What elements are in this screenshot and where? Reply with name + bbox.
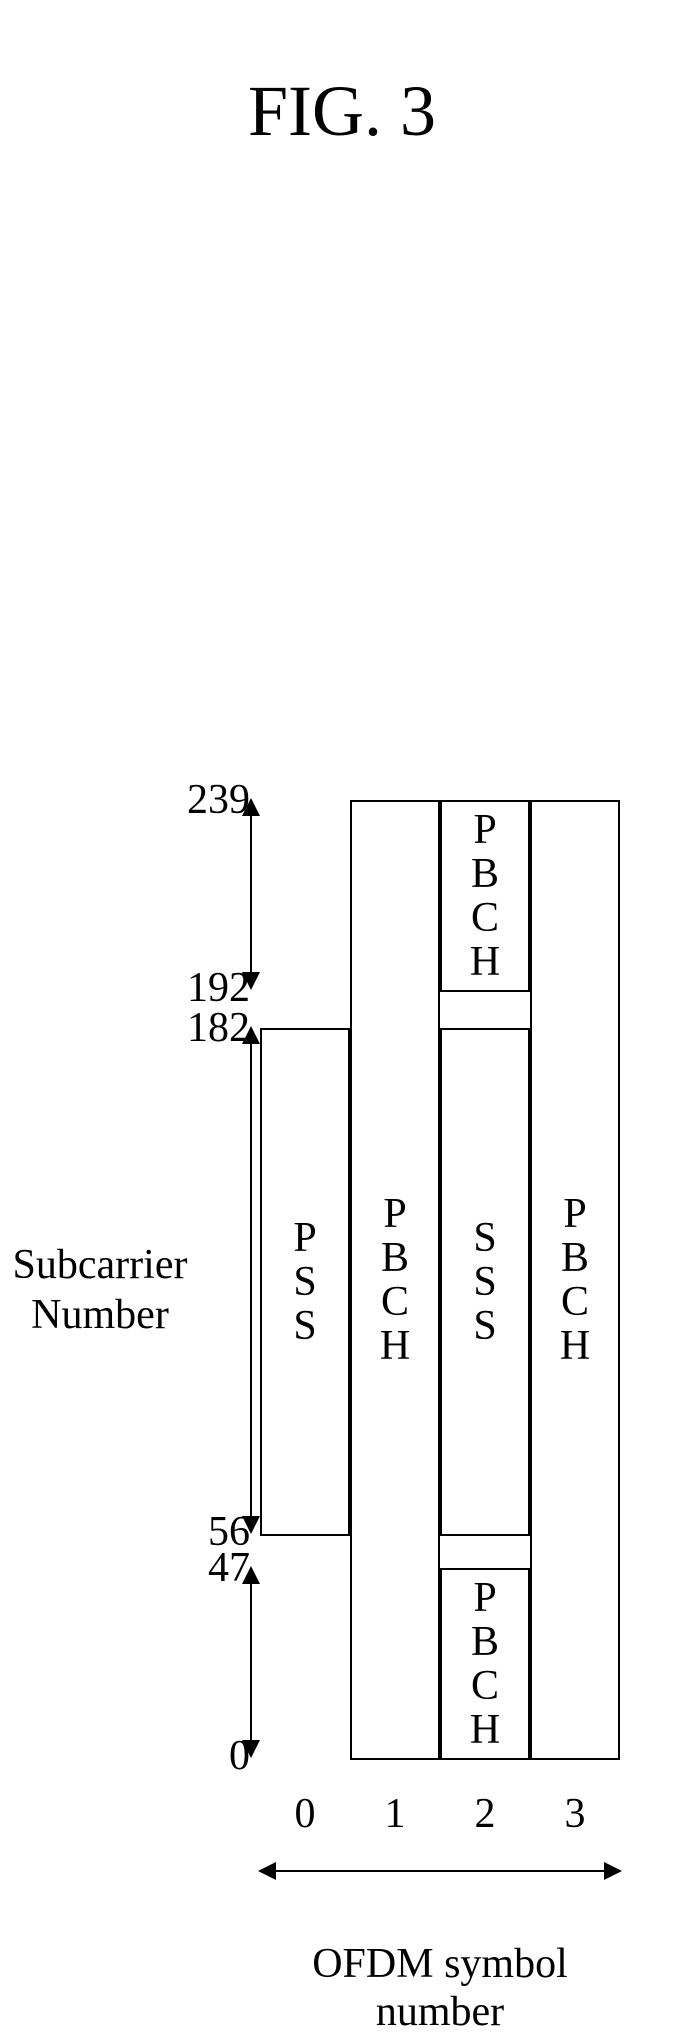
y-range-arrow-239-192 [250, 800, 252, 988]
y-axis-label: SubcarrierNumber [0, 1240, 200, 1341]
pbch-block-sym1: PBCH [350, 800, 440, 1760]
x-axis-arrow [260, 1870, 620, 1872]
y-tick-239: 239 [170, 776, 250, 824]
y-tick-47: 47 [170, 1544, 250, 1592]
figure-title: FIG. 3 [0, 70, 684, 153]
pbch-block-sym3: PBCH [530, 800, 620, 1760]
y-tick-0: 0 [170, 1732, 250, 1780]
x-tick-3: 3 [530, 1790, 620, 1838]
pbch-block-sym2: PBCH [440, 800, 530, 992]
y-range-arrow-47-0 [250, 1568, 252, 1756]
ssb-grid-diagram: PSSPBCHPBCHSSSPBCHPBCH [260, 800, 620, 1760]
x-tick-0: 0 [260, 1790, 350, 1838]
pss-block-sym0: PSS [260, 1028, 350, 1536]
x-axis-label: OFDM symbol number [260, 1940, 620, 2036]
x-tick-2: 2 [440, 1790, 530, 1838]
y-range-arrow-182-56 [250, 1028, 252, 1532]
pbch-block-sym2: PBCH [440, 1568, 530, 1760]
sss-block-sym2: SSS [440, 1028, 530, 1536]
y-tick-182: 182 [170, 1004, 250, 1052]
x-tick-1: 1 [350, 1790, 440, 1838]
page: FIG. 3 SubcarrierNumber 23919218256470 P… [0, 0, 684, 2016]
